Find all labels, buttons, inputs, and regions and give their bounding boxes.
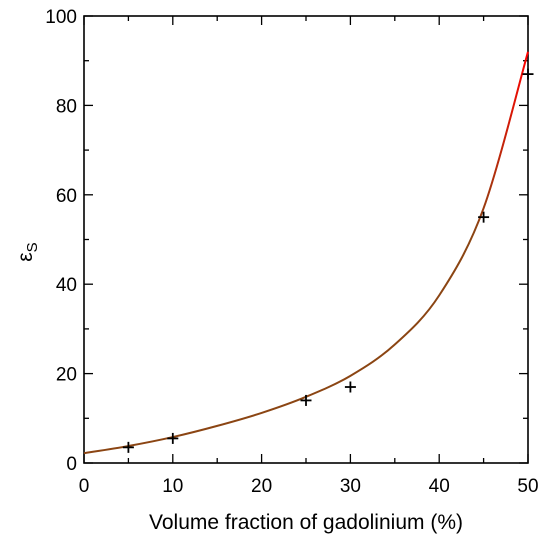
- y-axis-title: εS: [14, 242, 41, 261]
- data-point: [522, 68, 534, 80]
- x-tick-label: 40: [429, 476, 450, 497]
- y-tick-label: 80: [56, 96, 77, 117]
- x-tick-label: 50: [517, 476, 538, 497]
- x-axis-title: Volume fraction of gadolinium (%): [149, 511, 463, 534]
- data-point: [478, 211, 490, 223]
- data-markers: [122, 68, 534, 453]
- y-tick-label: 40: [56, 275, 77, 296]
- y-tick-label: 20: [56, 365, 77, 386]
- x-tick-label: 20: [251, 476, 272, 497]
- data-point: [344, 381, 356, 393]
- data-point: [167, 432, 179, 444]
- y-axis-ticks: 0 20 40 60 80 100: [45, 7, 528, 475]
- data-point: [300, 394, 312, 406]
- x-tick-label: 10: [162, 476, 183, 497]
- y-tick-label: 100: [45, 7, 77, 28]
- x-tick-label: 0: [79, 476, 90, 497]
- data-point: [122, 441, 134, 453]
- x-tick-label: 30: [340, 476, 361, 497]
- y-tick-label: 60: [56, 186, 77, 207]
- y-axis-title-symbol: ε: [14, 252, 37, 261]
- y-tick-label: 0: [66, 454, 77, 475]
- fitted-curve: [83, 51, 529, 455]
- y-axis-title-subscript: S: [24, 242, 41, 252]
- x-axis-ticks: 0 10 20 30 40 50: [79, 16, 539, 497]
